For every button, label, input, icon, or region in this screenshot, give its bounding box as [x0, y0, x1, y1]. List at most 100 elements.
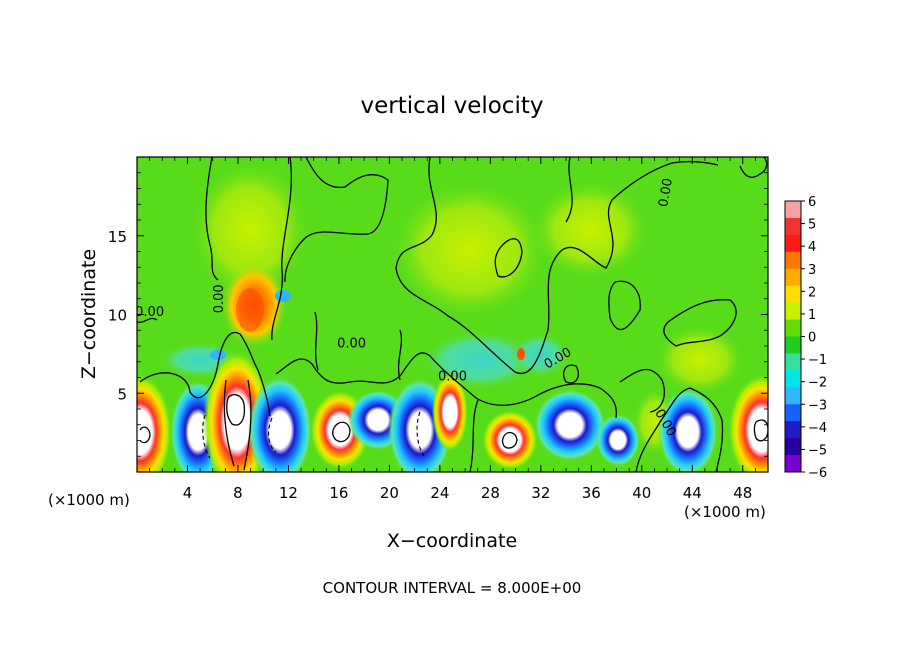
contour-line — [608, 280, 641, 331]
contour-value-label: 0.00 — [656, 177, 676, 208]
x-tick-label: 44 — [683, 484, 702, 502]
contour-line — [397, 329, 403, 381]
colorbar-swatch — [785, 285, 801, 304]
contour-line — [205, 157, 219, 281]
colorbar-swatch — [785, 353, 801, 371]
colorbar-swatch — [785, 438, 801, 456]
colorbar-tick-label: −4 — [808, 421, 827, 436]
x-tick-label: 16 — [329, 484, 348, 502]
field-patch — [510, 333, 570, 377]
y-axis: 5 10 15 — [108, 172, 768, 457]
contour-line — [565, 157, 573, 223]
colorbar-swatch — [785, 370, 801, 388]
x-axis-unit-right: (×1000 m) — [684, 503, 766, 521]
small-downdraft — [275, 290, 291, 302]
y-axis-title: Z−coordinate — [78, 249, 100, 379]
colorbar-swatch — [785, 455, 801, 473]
contour-line — [137, 317, 158, 323]
contour-line — [619, 368, 665, 413]
contour-line-negative — [416, 411, 425, 457]
contour-line — [139, 426, 151, 444]
contour-line — [395, 157, 719, 375]
colorbar-tick-label: −3 — [808, 398, 827, 413]
x-tick-label: 4 — [183, 484, 193, 502]
contour-line — [753, 419, 768, 442]
colorbar-tick-label: −1 — [808, 353, 827, 368]
x-axis-title: X−coordinate — [387, 530, 517, 552]
contour-value-label: 0.00 — [438, 370, 467, 385]
contour-line — [494, 238, 523, 278]
y-tick-label: 10 — [108, 307, 127, 325]
contour-line — [332, 421, 351, 443]
colorbar-tick-label: −2 — [808, 376, 827, 391]
x-tick-label: 32 — [531, 484, 550, 502]
colorbar-swatch — [785, 217, 801, 236]
x-tick-label: 24 — [430, 484, 449, 502]
x-tick-label: 28 — [481, 484, 500, 502]
contour-line — [314, 311, 319, 371]
x-tick-label: 36 — [582, 484, 601, 502]
colorbar-tick-label: 4 — [808, 240, 816, 255]
colorbar-tick-label: 0 — [808, 331, 816, 346]
contour-line — [739, 157, 768, 178]
updraft-cell — [432, 372, 468, 452]
contour-line — [139, 331, 271, 417]
colorbar-swatch — [785, 234, 801, 253]
colorbar-swatch — [785, 268, 801, 287]
updraft-cell — [728, 374, 768, 472]
plot-area: 0.000.000.000.000.000.000.00 — [135, 157, 768, 472]
contour-line-negative — [202, 414, 211, 459]
colorbar-tick-label: 5 — [808, 218, 816, 233]
colorbar-swatch — [785, 404, 801, 422]
x-tick-label: 40 — [632, 484, 651, 502]
field-patch — [190, 160, 310, 300]
colorbar-tick-label: 3 — [808, 263, 816, 278]
colorbar-swatch — [785, 302, 801, 321]
downdraft-cell — [596, 414, 640, 466]
x-tick-label: 8 — [233, 484, 243, 502]
small-updraft — [517, 348, 525, 360]
y-tick-label: 15 — [108, 228, 127, 246]
colorbar-tick-label: 2 — [808, 285, 816, 300]
field-patch — [655, 325, 745, 395]
colorbar-swatch — [785, 336, 801, 354]
downdraft-cell — [534, 389, 606, 461]
contour-line — [284, 157, 389, 283]
colorbar-tick-label: −5 — [808, 443, 827, 458]
small-downdraft — [210, 350, 226, 360]
x-axis: 4 8 12 16 20 24 28 32 36 40 44 48 — [149, 157, 756, 502]
contour-value-label: 0.00 — [212, 284, 227, 313]
updraft-aloft-core — [236, 288, 264, 332]
x-tick-label: 12 — [279, 484, 298, 502]
contour-line — [223, 379, 235, 467]
contour-line — [469, 399, 479, 472]
updraft-cell — [137, 374, 172, 472]
colorbar-swatch — [785, 387, 801, 405]
colorbar-tick-label: −6 — [808, 466, 827, 481]
x-tick-label: 48 — [733, 484, 752, 502]
contour-interval-note: CONTOUR INTERVAL = 8.000E+00 — [323, 579, 582, 597]
contour-value-label: 0.00 — [337, 337, 366, 352]
downdraft-cell — [658, 388, 718, 472]
field-patch — [530, 180, 650, 280]
chart-title: vertical velocity — [361, 93, 544, 119]
colorbar-swatch — [785, 319, 801, 337]
x-tick-label: 20 — [380, 484, 399, 502]
colorbar: 6 5 4 3 2 1 0 −1 −2 −3 −4 −5 −6 — [784, 195, 827, 481]
x-axis-unit-left: (×1000 m) — [48, 491, 130, 509]
downdraft-cell — [248, 376, 312, 472]
y-tick-label: 5 — [117, 385, 127, 403]
contour-line — [501, 431, 518, 449]
field-patch — [390, 180, 550, 320]
colorbar-swatch — [785, 421, 801, 439]
contour-line — [663, 299, 737, 347]
contour-line — [562, 364, 580, 384]
colorbar-swatch — [785, 201, 801, 219]
contour-value-label: 0.00 — [135, 305, 164, 320]
contour-line — [243, 379, 252, 471]
colorbar-tick-label: 6 — [808, 195, 816, 210]
contour-line — [635, 387, 724, 472]
contour-line — [271, 157, 292, 341]
colorbar-swatch — [785, 251, 801, 270]
